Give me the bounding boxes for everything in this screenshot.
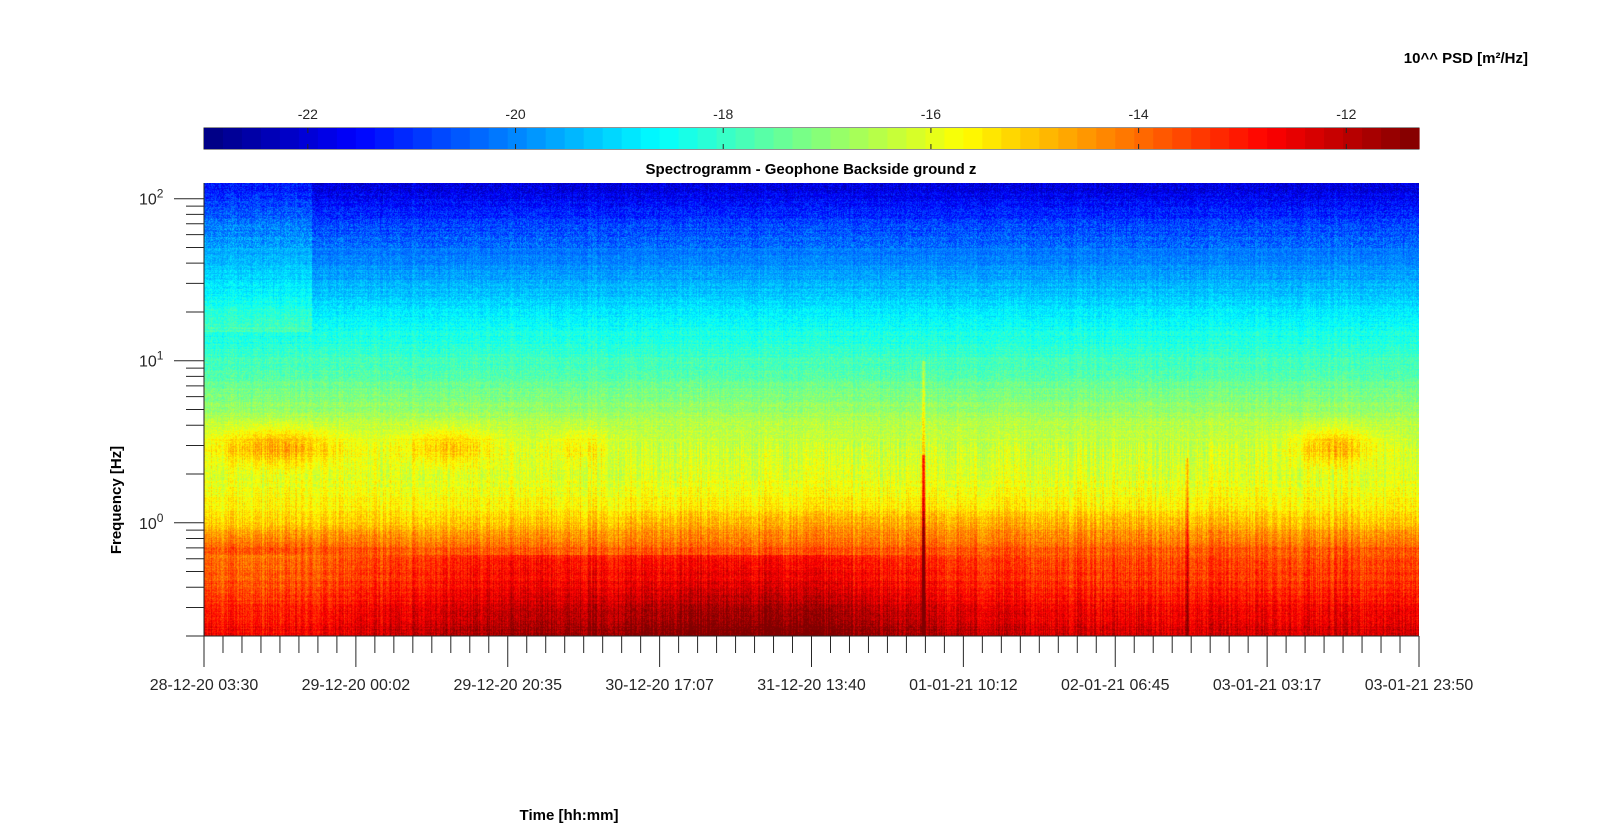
colorbar-segment [1153,128,1173,149]
colorbar-segment [1058,128,1078,149]
y-tick-label: 101 [139,349,164,371]
x-tick-label: 29-12-20 20:35 [453,677,562,694]
colorbar-segment [564,128,585,149]
colorbar-segment [204,128,224,149]
colorbar-segment [1172,128,1192,149]
colorbar-segment [811,128,832,149]
colorbar-segment [659,128,680,149]
colorbar-segment [944,128,964,149]
colorbar-label: 10^^ PSD [m²/Hz] [1404,50,1528,67]
chart-title: Spectrogramm - Geophone Backside ground … [646,161,977,178]
colorbar-segment [887,128,908,149]
colorbar-segment [298,128,319,149]
colorbar-segment [602,128,623,149]
colorbar-segment [1077,128,1097,149]
colorbar [204,128,1420,149]
colorbar-segment [450,128,471,149]
x-tick-label: 29-12-20 00:02 [302,677,411,694]
colorbar-segment [1229,128,1249,149]
colorbar-segment [773,128,794,149]
colorbar-tick-label: -14 [1128,106,1148,122]
colorbar-segment [906,128,927,149]
colorbar-segment [469,128,490,149]
colorbar-tick-label: -18 [713,106,733,122]
colorbar-segment [1286,128,1306,149]
y-axis-label: Frequency [Hz] [108,446,125,554]
colorbar-segment [431,128,452,149]
spectrogram-image [204,183,1419,636]
colorbar-segment [583,128,604,149]
colorbar-segment [222,128,243,149]
colorbar-segment [526,128,547,149]
colorbar-segment [1381,128,1401,149]
x-tick-label: 31-12-20 13:40 [757,677,866,694]
colorbar-segment [1134,128,1154,149]
colorbar-segment [1343,128,1363,149]
colorbar-segment [393,128,414,149]
colorbar-segment [507,128,528,149]
colorbar-segment [925,128,945,149]
colorbar-tick-label: -12 [1336,106,1356,122]
x-tick-label: 30-12-20 17:07 [605,677,714,694]
colorbar-tick-label: -20 [505,106,525,122]
colorbar-segment [355,128,376,149]
colorbar-tick-label: -22 [298,106,318,122]
x-tick-label: 03-01-21 23:50 [1365,677,1474,694]
colorbar-segment [412,128,433,149]
colorbar-segment [1115,128,1135,149]
colorbar-segment [1267,128,1287,149]
spectrogram-plot-area [204,183,1419,636]
colorbar-segment [754,128,775,149]
colorbar-segment [1020,128,1040,149]
colorbar-segment [336,128,357,149]
colorbar-segment [1001,128,1021,149]
colorbar-segment [697,128,718,149]
x-tick-label: 28-12-20 03:30 [150,677,259,694]
colorbar-segment [1096,128,1116,149]
colorbar-segment [1210,128,1230,149]
colorbar-segment [640,128,661,149]
colorbar-segment [488,128,509,149]
x-tick-label: 01-01-21 10:12 [909,677,1018,694]
colorbar-tick-label: -16 [921,106,941,122]
colorbar-segment [735,128,756,149]
colorbar-segment [1039,128,1059,149]
colorbar-segment [374,128,395,149]
colorbar-segment [279,128,300,149]
colorbar-segment [317,128,338,149]
colorbar-ticks: -22 -20 -18 -16 -14 -12 [298,106,1357,149]
colorbar-segment [241,128,262,149]
y-tick-label: 102 [139,187,164,209]
colorbar-segment [1305,128,1325,149]
colorbar-segment [545,128,566,149]
x-axis: 28-12-20 03:30 29-12-20 00:02 29-12-20 20:… [150,636,1474,694]
x-tick-label: 02-01-21 06:45 [1061,677,1170,694]
colorbar-segment [1324,128,1344,149]
colorbar-segment [1248,128,1268,149]
colorbar-segment [849,128,870,149]
y-tick-label: 100 [139,511,164,533]
x-axis-label: Time [hh:mm] [520,807,619,824]
colorbar-segment [982,128,1002,149]
colorbar-segment [830,128,851,149]
colorbar-segment [621,128,642,149]
colorbar-segment [1400,128,1420,149]
colorbar-segment [1191,128,1211,149]
y-axis: 100 101 102 [139,187,204,637]
colorbar-segment [678,128,699,149]
colorbar-segment [1362,128,1382,149]
colorbar-segment [868,128,889,149]
colorbar-segment [716,128,737,149]
colorbar-segment [963,128,983,149]
colorbar-segment [792,128,813,149]
colorbar-segment [260,128,281,149]
x-tick-label: 03-01-21 03:17 [1213,677,1322,694]
